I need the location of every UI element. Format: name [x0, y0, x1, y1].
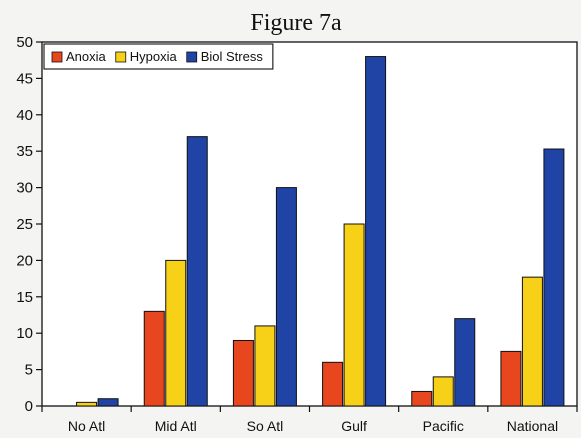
x-tick-label: Pacific [423, 418, 464, 434]
chart-legend: Anoxia Hypoxia Biol Stress [43, 43, 274, 70]
y-tick-label: 30 [16, 180, 33, 197]
y-tick-label: 20 [16, 252, 33, 269]
bar-anoxia [411, 390, 433, 407]
x-tick-label: So Atl [247, 418, 284, 434]
bar-hypoxia [165, 259, 187, 407]
legend-box [43, 43, 274, 70]
legend-label: Biol Stress [201, 49, 264, 64]
bar-biol-stress [454, 318, 476, 407]
y-tick-label: 5 [25, 362, 33, 379]
y-tick-label: 40 [16, 107, 33, 124]
bar-anoxia [500, 350, 522, 407]
legend-swatch [186, 51, 198, 63]
bar-hypoxia [343, 223, 365, 407]
bar-biol-stress [275, 187, 297, 407]
y-tick-label: 25 [16, 216, 33, 233]
bar-biol-stress [365, 56, 387, 407]
chart-bars [76, 56, 565, 407]
legend-label: Anoxia [66, 49, 107, 64]
bar-biol-stress [97, 398, 119, 407]
y-tick-label: 10 [16, 325, 33, 342]
bar-biol-stress [186, 136, 208, 407]
x-tick-label: Gulf [341, 418, 367, 434]
bar-anoxia [322, 361, 344, 407]
bar-hypoxia [432, 376, 454, 407]
y-tick-label: 50 [16, 34, 33, 51]
legend-label: Hypoxia [130, 49, 178, 64]
bar-biol-stress [543, 148, 565, 407]
y-tick-label: 45 [16, 70, 33, 87]
chart-axes: 0 5 10 15 20 25 30 35 40 45 50 No Atl Mid Atl So Atl G… [16, 34, 578, 434]
bar-anoxia [232, 339, 254, 407]
chart-title: Figure 7a [250, 10, 342, 36]
legend-swatch [115, 51, 127, 63]
y-tick-label: 15 [16, 289, 33, 306]
bar-hypoxia [76, 401, 98, 407]
x-tick-label: No Atl [68, 418, 105, 434]
plot-area [41, 41, 578, 407]
x-tick-label: Mid Atl [155, 418, 197, 434]
y-tick-label: 0 [25, 398, 33, 415]
bar-hypoxia [254, 325, 276, 407]
bar-hypoxia [521, 276, 543, 407]
y-tick-label: 35 [16, 143, 33, 160]
bar-anoxia [143, 310, 165, 407]
x-tick-label: National [507, 418, 558, 434]
legend-swatch [51, 51, 63, 63]
